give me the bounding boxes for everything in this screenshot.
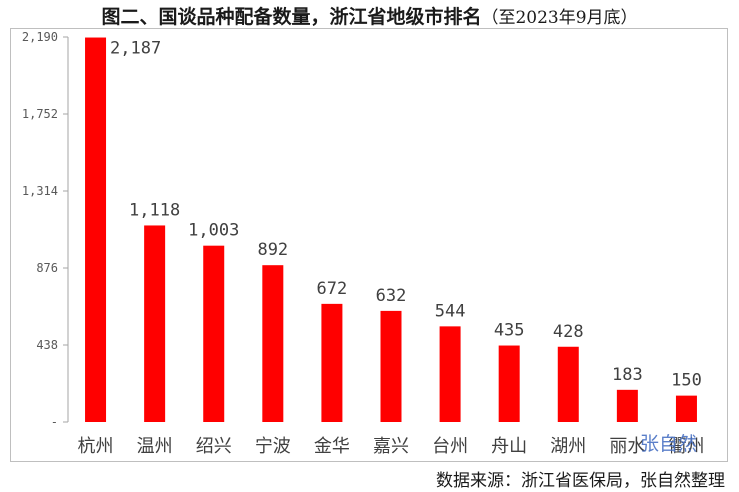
data-label: 1,118 [129, 200, 180, 220]
x-tick-label: 台州 [432, 436, 468, 457]
bar [85, 37, 107, 422]
x-tick-label: 杭州 [78, 436, 114, 457]
bar [380, 310, 402, 422]
bar [557, 346, 579, 422]
data-label: 892 [257, 240, 288, 260]
x-tick-label: 温州 [137, 436, 173, 457]
x-tick-label: 丽水 [609, 436, 645, 457]
plot-frame [10, 28, 728, 462]
x-tick-label: 湖州 [550, 436, 586, 457]
watermark: 张自然 [640, 433, 698, 455]
chart-title: 图二、国谈品种配备数量，浙江省地级市排名（至2023年9月底） [0, 2, 739, 29]
x-tick-label: 金华 [314, 436, 350, 457]
bar [439, 326, 461, 422]
data-label: 2,187 [110, 39, 161, 59]
data-label: 428 [553, 322, 584, 342]
y-tick-label: 2,190 [22, 30, 58, 44]
chart-title-sub: （至2023年9月底） [481, 8, 638, 28]
x-tick-label: 嘉兴 [373, 436, 409, 457]
data-label: 435 [494, 321, 525, 341]
x-tick-label: 衢州 [668, 436, 704, 457]
bar [203, 245, 225, 422]
data-label: 672 [317, 279, 348, 299]
data-label: 1,003 [188, 221, 239, 241]
data-label: 544 [435, 301, 466, 321]
y-tick-label: 876 [36, 261, 58, 275]
bar [616, 389, 638, 422]
bar [675, 395, 697, 422]
y-tick-label: 1,314 [22, 184, 58, 198]
y-tick-label: - [51, 415, 58, 429]
x-tick-label: 宁波 [255, 436, 291, 457]
y-tick-label: 1,752 [22, 107, 58, 121]
bar [321, 303, 343, 422]
bar [144, 225, 166, 422]
x-tick-label: 舟山 [491, 436, 527, 457]
data-label: 632 [376, 286, 407, 306]
data-label: 150 [671, 371, 702, 391]
data-label: 183 [612, 365, 643, 385]
bar [262, 265, 284, 422]
chart-title-main: 图二、国谈品种配备数量，浙江省地级市排名 [101, 6, 482, 28]
x-tick-label: 绍兴 [196, 436, 232, 457]
source-note: 数据来源：浙江省医保局，张自然整理 [436, 471, 725, 491]
bar [498, 345, 520, 422]
y-tick-label: 438 [36, 338, 58, 352]
